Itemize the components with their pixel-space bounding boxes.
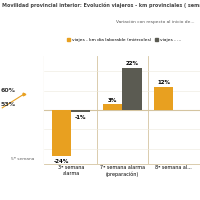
Bar	[71, 110, 90, 112]
Text: 60%: 60%	[1, 88, 16, 93]
Text: -24%: -24%	[54, 159, 69, 164]
Text: Movilidad provincial interior: Evolución viajeros - km provinciales ( semana 8): Movilidad provincial interior: Evolución…	[2, 2, 200, 7]
Legend: viajes - km dia laborable (miércoles), viajes - ...: viajes - km dia laborable (miércoles), v…	[65, 36, 183, 44]
Text: 3%: 3%	[108, 98, 117, 103]
Bar	[103, 104, 122, 110]
Text: 12%: 12%	[157, 80, 170, 85]
Text: Variación con respecto al inicio de...: Variación con respecto al inicio de...	[116, 20, 194, 24]
Bar	[122, 68, 142, 110]
Text: 22%: 22%	[125, 61, 138, 66]
Text: 5ª semana: 5ª semana	[11, 157, 34, 161]
Text: -1%: -1%	[75, 115, 86, 120]
Bar	[52, 110, 71, 156]
Bar	[154, 87, 173, 110]
Text: 53%: 53%	[1, 102, 16, 107]
